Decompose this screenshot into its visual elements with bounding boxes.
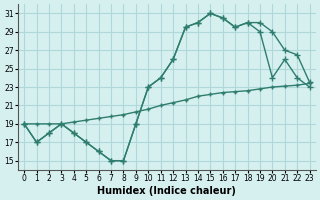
X-axis label: Humidex (Indice chaleur): Humidex (Indice chaleur) <box>98 186 236 196</box>
